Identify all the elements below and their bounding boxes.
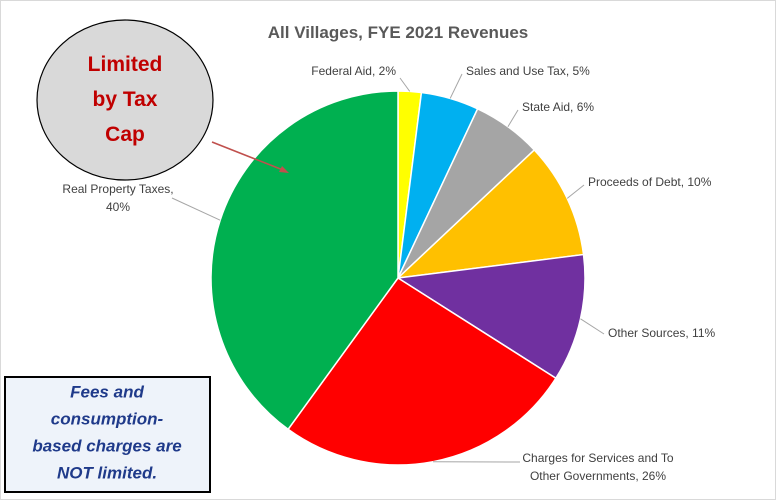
leader-line [507,109,519,127]
pie-slice [395,148,585,280]
text-line: All Villages, FYE 2021 Revenues [268,23,529,42]
text-line: Sales and Use Tax, 5% [466,64,590,78]
data-label: Federal Aid, 2% [311,64,396,78]
text-line: Limited [88,53,163,76]
text-line: Other Governments, 26% [530,469,666,483]
text-line: State Aid, 6% [522,100,594,114]
callout-ellipse [36,19,214,181]
text-line: Federal Aid, 2% [311,64,396,78]
note-box [4,376,211,493]
data-label: Proceeds of Debt, 10% [588,175,712,189]
text-line: Fees and [70,383,144,402]
text-line: by Tax [93,88,158,111]
leader-line [171,197,221,221]
text-line: Other Sources, 11% [608,326,715,340]
pie-slice [395,253,586,380]
arrow-head [279,166,289,173]
data-label: Other Sources, 11% [608,326,715,340]
data-label: Charges for Services and To Other Governm… [522,451,674,483]
leader-line [566,184,585,199]
data-label: State Aid, 6% [522,100,594,114]
data-label: Real Property Taxes, 40% [62,182,173,214]
text-line: Charges for Services and To [522,451,674,465]
text-line: NOT limited. [57,464,157,483]
text-line: Proceeds of Debt, 10% [588,175,712,189]
note-text: Fees and consumption-based charges are NOT… [32,383,181,483]
data-label: Sales and Use Tax, 5% [466,64,590,78]
text-line: 40% [106,200,130,214]
leader-line [399,77,411,92]
callout-arrow [211,141,284,171]
leader-line [580,318,605,335]
text-line: based charges are [32,437,181,456]
text-line: consumption- [51,410,164,429]
chart-title: All Villages, FYE 2021 Revenues [268,23,529,42]
leader-line [449,73,463,99]
text-line: Cap [105,123,145,146]
pie-slice [210,90,399,431]
pie-slice [287,276,557,466]
callout-text: Limited by Tax Cap [88,53,163,146]
text-line: Real Property Taxes, [62,182,173,196]
pie [210,90,586,466]
